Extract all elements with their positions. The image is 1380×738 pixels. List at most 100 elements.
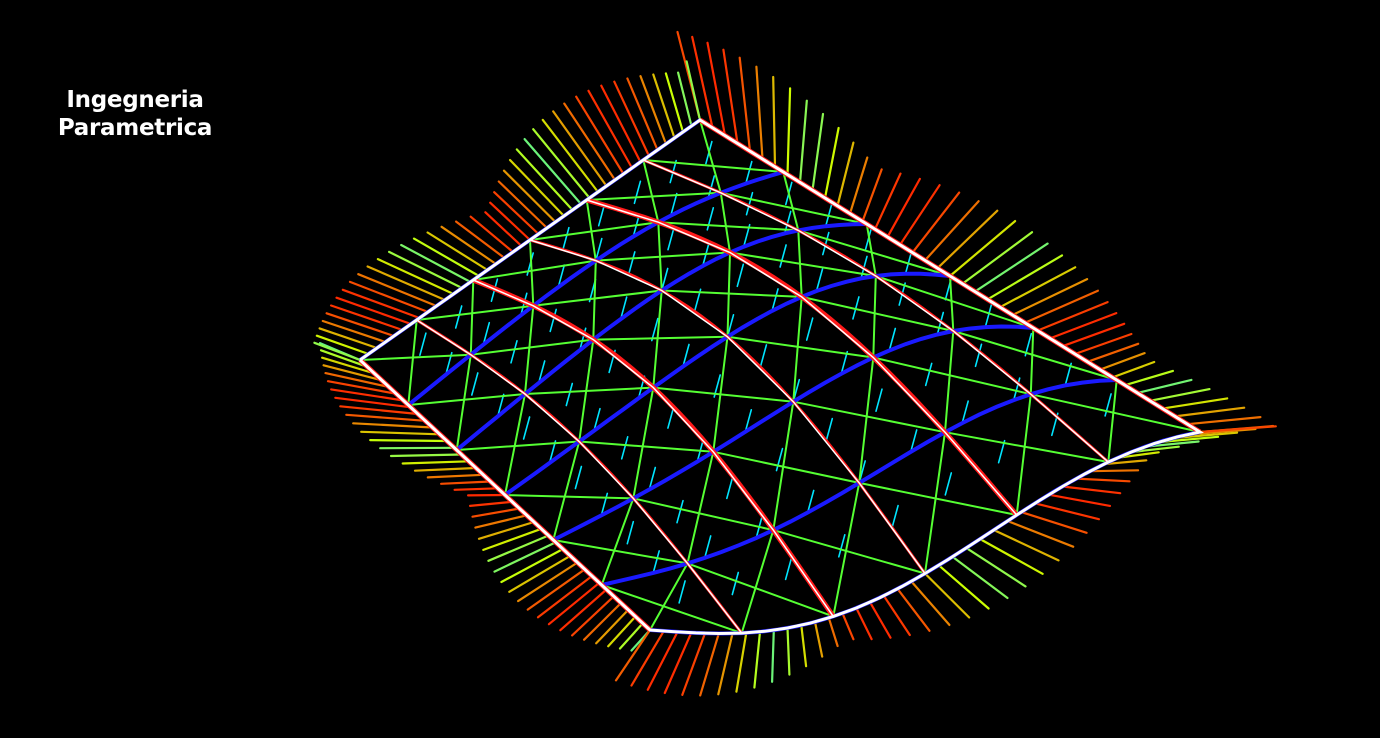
normal-vector (1173, 406, 1246, 418)
normal-vector (532, 128, 591, 200)
normal-vector (676, 71, 693, 128)
normal-vector (1048, 312, 1118, 340)
normal-vector (321, 319, 387, 344)
normal-vector (318, 327, 379, 350)
normal-vector (502, 169, 557, 224)
diagonal-member (415, 304, 535, 321)
normal-vector (1020, 510, 1088, 534)
normal-vector (775, 447, 784, 472)
normal-vector (1088, 469, 1140, 473)
normal-vector (482, 321, 491, 346)
normal-vector (891, 504, 899, 529)
normal-vector (836, 141, 855, 207)
diagonal-member (592, 335, 729, 341)
normal-vector (755, 65, 764, 161)
diagonal-member (719, 191, 731, 254)
normal-vector (508, 554, 572, 593)
normal-vector (717, 632, 734, 696)
normal-vector (861, 168, 883, 223)
normal-vector (360, 430, 441, 436)
main-ribs (358, 117, 1202, 635)
normal-vector (510, 339, 518, 364)
normal-vector (1086, 342, 1140, 363)
normal-vector (841, 612, 855, 641)
normal-vector (825, 417, 834, 442)
diagonal-member (578, 338, 595, 443)
normal-vector (469, 215, 515, 254)
normal-vector (848, 156, 869, 215)
normal-vector (1123, 369, 1175, 387)
normal-vector (961, 400, 970, 424)
normal-vector (937, 564, 990, 610)
normal-vector (325, 312, 396, 338)
normal-vector (1011, 278, 1089, 317)
normal-vector (1136, 378, 1193, 395)
diagonal-member (524, 386, 655, 395)
diagonal-member (469, 279, 475, 356)
normal-vector (936, 209, 999, 270)
normal-vector (744, 160, 753, 185)
diagonal-member (600, 584, 743, 635)
diagonal-member (952, 330, 1118, 381)
normal-vector (974, 343, 983, 368)
normal-vector (753, 630, 762, 689)
normal-vector (482, 527, 543, 552)
normal-vector (806, 489, 815, 514)
normal-vector (1033, 502, 1101, 521)
caption-line-2: Parametrica (57, 115, 213, 141)
main-rib (585, 197, 1019, 517)
normal-vector (593, 407, 601, 432)
diagonal-member (726, 251, 731, 338)
diagonal-grid (359, 119, 1201, 635)
secondary-rib (552, 324, 1034, 542)
normal-vector (660, 267, 669, 292)
normal-vector (1047, 493, 1112, 507)
normal-vector (924, 362, 933, 387)
diagonal-member (552, 539, 689, 565)
diagonal-member (782, 171, 800, 232)
normal-vector (426, 473, 485, 479)
normal-vector (973, 242, 1049, 293)
normal-vector (948, 220, 1017, 278)
normal-vector (595, 608, 630, 645)
normal-vector (330, 304, 404, 332)
normal-vector (650, 317, 659, 342)
normal-vector (639, 74, 668, 146)
normal-vector (652, 73, 676, 140)
normal-vector (562, 226, 570, 251)
boundary-edge (699, 119, 1201, 433)
normal-vector (1198, 425, 1277, 434)
diagonal-member (686, 562, 835, 618)
normal-vector (699, 632, 720, 697)
diagonal-member (1029, 393, 1201, 433)
diagonal-member (359, 353, 472, 361)
main-rib (642, 158, 1110, 464)
normal-vector (541, 118, 600, 194)
normal-vector (873, 172, 902, 231)
boundary-edge (586, 199, 1018, 516)
normal-vector (335, 296, 413, 326)
diagonal-member (729, 251, 877, 277)
boundary-edge (359, 359, 651, 631)
normal-vector (685, 60, 702, 122)
normal-vector (936, 311, 945, 336)
normal-vector (997, 439, 1006, 464)
normal-vector (923, 572, 971, 619)
diagonal-member (872, 275, 877, 359)
diagonal-member (585, 191, 722, 201)
normal-vector (984, 304, 993, 328)
normal-vector (388, 250, 464, 290)
normal-vector (469, 500, 514, 507)
diagonal-member (712, 335, 729, 453)
normal-vector (855, 606, 873, 641)
boundary-edge (529, 239, 926, 574)
diagonal-member (632, 497, 775, 532)
normal-vector (701, 243, 710, 267)
normal-vector (493, 191, 540, 236)
normal-vector (770, 629, 775, 683)
normal-vector (366, 265, 447, 302)
diagonal-member (712, 450, 861, 484)
diagonal-member (455, 440, 581, 451)
